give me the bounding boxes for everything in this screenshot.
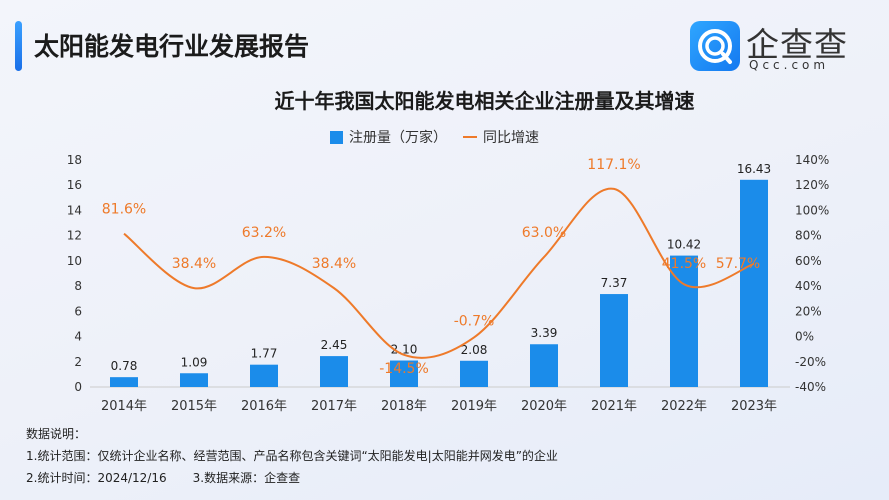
- right-axis-tick: 0%: [795, 330, 814, 344]
- left-axis-tick: 14: [67, 203, 82, 217]
- left-axis-tick: 18: [67, 153, 82, 167]
- chart-title: 近十年我国太阳能发电相关企业注册量及其增速: [274, 89, 695, 113]
- legend-line-swatch: [463, 136, 477, 138]
- chart-canvas: 0 2 4 6 8 10 12 14 16 18 -40% -20% 0% 20% 40% 60% 80% 100…: [67, 153, 830, 414]
- line-data-label: 63.0%: [522, 225, 566, 241]
- legend-bar-swatch: [330, 130, 343, 144]
- x-axis-tick: 2014年: [101, 399, 147, 414]
- right-axis-tick: 120%: [795, 178, 829, 192]
- line-data-label: 63.2%: [242, 225, 286, 241]
- bar: [110, 377, 138, 387]
- x-axis-tick: 2019年: [451, 399, 497, 414]
- title-accent-bar: [15, 21, 22, 71]
- left-axis-tick: 4: [74, 330, 82, 344]
- left-axis-tick: 16: [67, 178, 82, 192]
- x-axis-tick: 2015年: [171, 399, 217, 414]
- x-axis-tick: 2020年: [521, 399, 567, 414]
- left-axis-tick: 6: [74, 304, 82, 318]
- bar-data-label: 2.10: [391, 343, 418, 357]
- legend-bar-label: 注册量（万家）: [349, 130, 447, 146]
- right-axis-tick: 100%: [795, 203, 829, 217]
- x-axis-tick: 2017年: [311, 399, 357, 414]
- bar-data-label: 2.45: [321, 338, 348, 352]
- line-data-label: 57.7%: [716, 256, 760, 272]
- line-data-label: -0.7%: [454, 313, 495, 329]
- bar-data-label: 1.09: [181, 355, 208, 369]
- right-axis-tick: -40%: [795, 380, 826, 394]
- line-data-label: 38.4%: [172, 256, 216, 272]
- right-axis-tick: 80%: [795, 229, 822, 243]
- report-title: 太阳能发电行业发展报告: [34, 32, 310, 61]
- logo-name: 企查查: [746, 25, 848, 64]
- bar-data-label: 0.78: [111, 359, 138, 373]
- bar-data-label: 16.43: [737, 162, 771, 176]
- x-axis-tick: 2016年: [241, 399, 287, 414]
- bar: [530, 344, 558, 387]
- notes-heading: 数据说明：: [26, 427, 87, 441]
- legend: 注册量（万家） 同比增速: [330, 127, 539, 147]
- bar: [250, 364, 278, 387]
- x-axis-tick: 2021年: [591, 399, 637, 414]
- bar: [320, 356, 348, 387]
- x-axis-tick: 2023年: [731, 399, 777, 414]
- bar: [740, 179, 768, 387]
- bar: [390, 360, 418, 387]
- line-data-label: 38.4%: [312, 256, 356, 272]
- bar: [460, 360, 488, 387]
- bar: [180, 373, 208, 387]
- left-axis-tick: 8: [74, 279, 82, 293]
- right-axis-tick: 20%: [795, 304, 822, 318]
- left-axis-tick: 12: [67, 229, 82, 243]
- bar-data-label: 10.42: [667, 238, 701, 252]
- left-axis-tick: 0: [74, 380, 82, 394]
- line-data-label: 81.6%: [102, 202, 146, 218]
- notes-line-1: 1.统计范围：仅统计企业名称、经营范围、产品名称包含关键词“太阳能发电|太阳能并…: [26, 449, 558, 463]
- right-axis-tick: -20%: [795, 355, 826, 369]
- line-data-label: 41.5%: [662, 256, 706, 272]
- left-axis-tick: 2: [74, 355, 82, 369]
- growth-line: [123, 187, 755, 359]
- legend-line-label: 同比增速: [483, 130, 539, 146]
- right-axis-tick: 140%: [795, 153, 829, 167]
- logo-url: Qcc.com: [749, 58, 830, 72]
- bar-data-label: 7.37: [601, 276, 628, 290]
- line-data-label: -14.5%: [379, 361, 429, 377]
- notes: 数据说明： 1.统计范围：仅统计企业名称、经营范围、产品名称包含关键词“太阳能发…: [26, 423, 558, 489]
- bar-data-label: 1.77: [251, 347, 278, 361]
- x-axis-tick: 2022年: [661, 399, 707, 414]
- notes-line-2a: 2.统计时间：2024/12/16: [26, 471, 167, 485]
- line-data-label: 117.1%: [587, 157, 640, 173]
- bar-data-label: 2.08: [461, 343, 488, 357]
- right-axis-tick: 40%: [795, 279, 822, 293]
- left-axis-tick: 10: [67, 254, 82, 268]
- bar-data-label: 3.39: [531, 326, 558, 340]
- notes-line-2b: 3.数据来源：企查查: [192, 471, 301, 485]
- bar: [600, 294, 628, 387]
- qcc-logo-icon: [690, 21, 740, 71]
- x-axis-tick: 2018年: [381, 399, 427, 414]
- right-axis-tick: 60%: [795, 254, 822, 268]
